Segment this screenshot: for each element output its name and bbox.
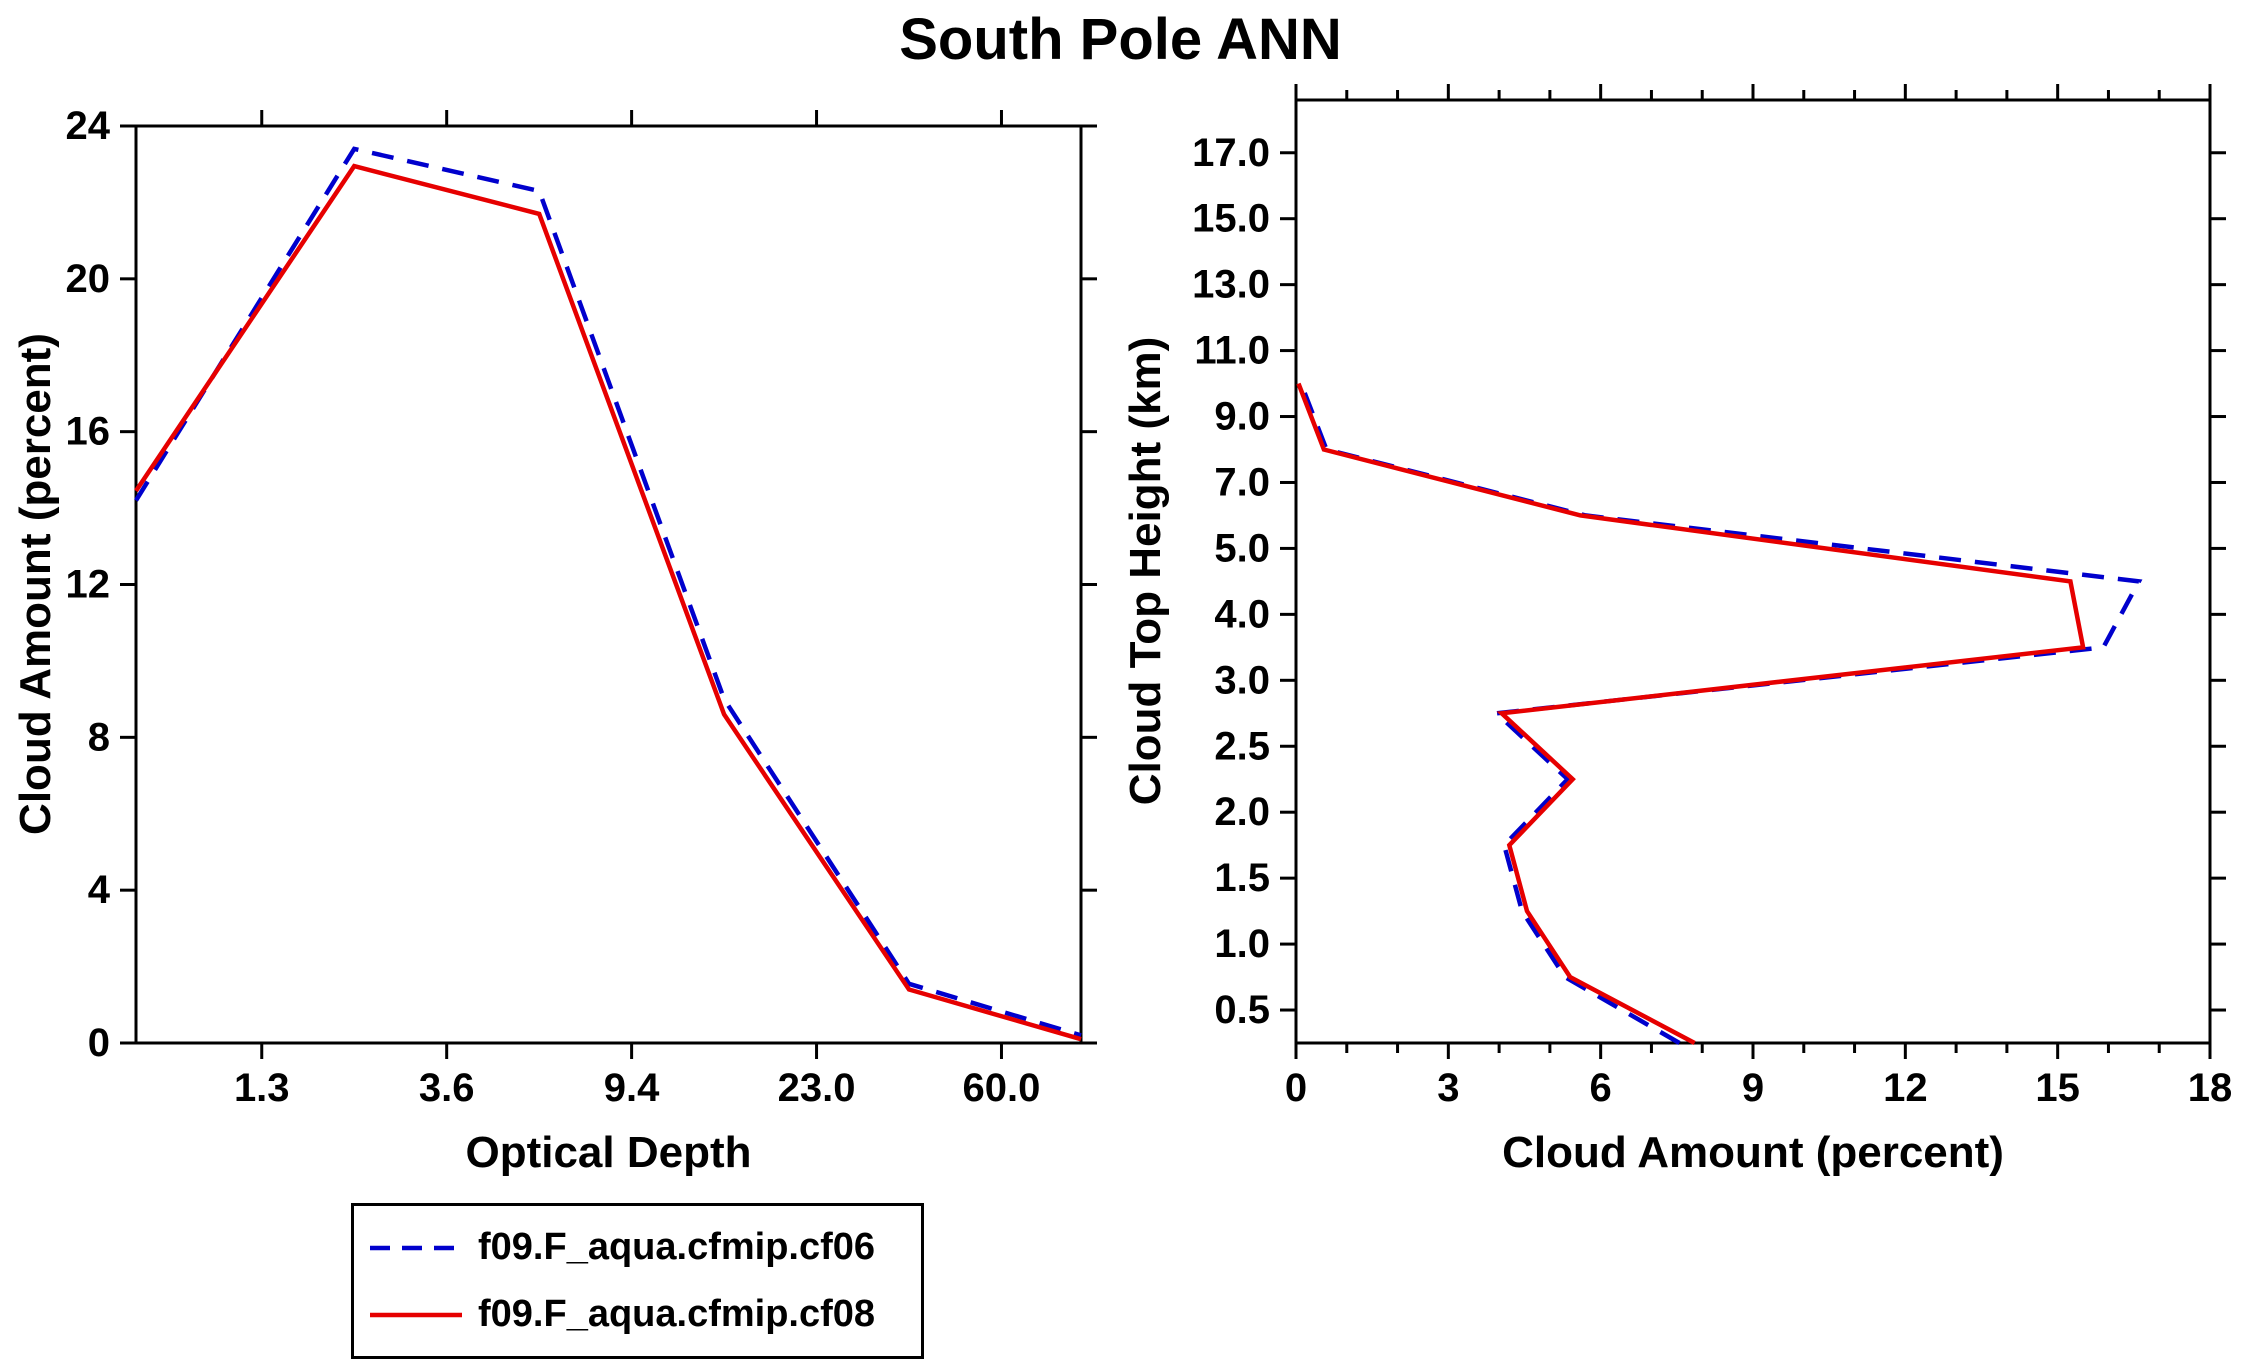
y-tick-label: 4	[88, 868, 111, 912]
y-tick-label: 3.0	[1214, 658, 1270, 702]
y-tick-label: 4.0	[1214, 592, 1270, 636]
y-tick-label: 0	[88, 1021, 110, 1065]
x-tick-label: 3.6	[419, 1066, 475, 1110]
x-tick-label: 60.0	[963, 1066, 1041, 1110]
x-tick-label: 0	[1285, 1066, 1307, 1110]
legend-label-cf06: f09.F_aqua.cfmip.cf06	[478, 1226, 876, 1268]
y-tick-label: 15.0	[1192, 197, 1270, 241]
x-tick-label: 18	[2188, 1066, 2233, 1110]
x-tick-label: 9.4	[604, 1066, 660, 1110]
x-tick-label: 6	[1590, 1066, 1612, 1110]
series-line-f09.F_aqua.cfmip.cf06	[1299, 382, 2143, 1045]
right-panel-xaxis-title: Cloud Amount (percent)	[1502, 1128, 2004, 1177]
left-panel-yaxis-title: Cloud Amount (percent)	[11, 333, 60, 835]
left-panel-xaxis-title: Optical Depth	[465, 1128, 752, 1177]
x-tick-label: 23.0	[778, 1066, 856, 1110]
y-tick-label: 1.0	[1214, 922, 1270, 966]
x-tick-label: 15	[2035, 1066, 2080, 1110]
y-tick-label: 17.0	[1192, 131, 1270, 175]
series-line-f09.F_aqua.cfmip.cf08	[134, 163, 1082, 1042]
y-tick-label: 8	[88, 715, 110, 759]
series-line-f09.F_aqua.cfmip.cf06	[134, 146, 1082, 1038]
y-tick-label: 20	[66, 257, 111, 301]
legend-dashed-line-icon	[370, 1245, 462, 1250]
y-tick-label: 2.5	[1214, 724, 1270, 768]
x-tick-label: 3	[1437, 1066, 1459, 1110]
figure-title: South Pole ANN	[899, 7, 1342, 72]
right-panel-yaxis-title: Cloud Top Height (km)	[1121, 336, 1170, 806]
x-tick-label: 9	[1742, 1066, 1764, 1110]
x-tick-label: 1.3	[234, 1066, 290, 1110]
legend-label-cf08: f09.F_aqua.cfmip.cf08	[478, 1293, 876, 1335]
y-tick-label: 5.0	[1214, 526, 1270, 570]
x-tick-label: 12	[1883, 1066, 1928, 1110]
series-line-f09.F_aqua.cfmip.cf08	[1296, 382, 2086, 1045]
legend-entry-cf08: f09.F_aqua.cfmip.cf08	[368, 1293, 915, 1336]
y-tick-label: 13.0	[1192, 263, 1270, 307]
y-tick-label: 11.0	[1194, 329, 1270, 373]
y-tick-label: 2.0	[1214, 790, 1270, 834]
legend-box: f09.F_aqua.cfmip.cf06 f09.F_aqua.cfmip.c…	[351, 1203, 924, 1359]
y-tick-label: 0.5	[1214, 988, 1270, 1032]
y-tick-label: 9.0	[1214, 395, 1270, 439]
panel-0-frame	[134, 124, 1083, 1045]
y-tick-label: 7.0	[1214, 460, 1270, 504]
legend-entry-cf06: f09.F_aqua.cfmip.cf06	[368, 1226, 915, 1269]
y-tick-label: 24	[66, 104, 111, 148]
y-tick-label: 1.5	[1214, 856, 1270, 900]
y-tick-label: 12	[66, 563, 111, 607]
legend-solid-line-icon	[370, 1312, 462, 1317]
y-tick-label: 16	[66, 410, 111, 454]
panel-1-frame	[1294, 98, 2212, 1045]
